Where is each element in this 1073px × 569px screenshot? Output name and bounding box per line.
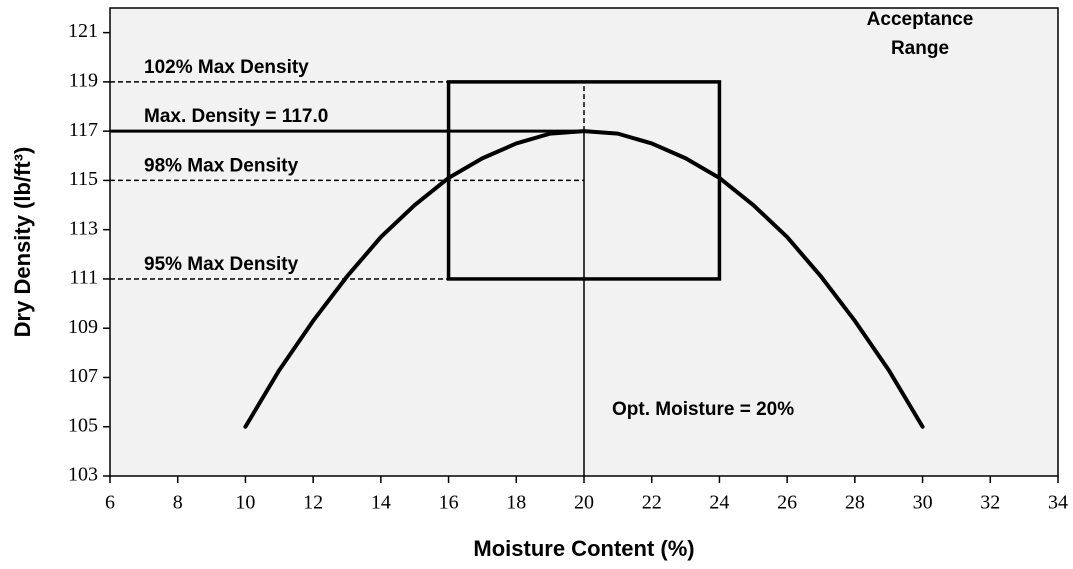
y-tick-label: 105	[68, 414, 98, 436]
x-tick-label: 30	[913, 492, 933, 514]
x-tick-label: 22	[642, 492, 662, 514]
x-tick-label: 24	[709, 492, 729, 514]
box-label: Acceptance	[867, 9, 974, 30]
x-tick-label: 18	[506, 492, 526, 514]
x-tick-label: 12	[303, 492, 323, 514]
curve	[243, 129, 925, 429]
reference-label: Max. Density = 117.0	[144, 106, 328, 127]
x-tick-label: 32	[980, 492, 1000, 514]
acceptance-box	[446, 80, 722, 281]
reference-label: 95% Max Density	[144, 254, 299, 275]
x-axis-label: Moisture Content (%)	[473, 536, 694, 561]
x-tick-label: 10	[235, 492, 255, 514]
y-tick-label: 107	[68, 365, 98, 387]
y-tick-label: 113	[69, 217, 98, 239]
x-tick-label: 28	[845, 492, 865, 514]
y-tick-label: 119	[69, 69, 98, 91]
y-tick-label: 117	[69, 119, 98, 141]
box-label: Range	[891, 38, 949, 59]
reference-label: 98% Max Density	[144, 155, 299, 176]
reference-label: 102% Max Density	[144, 57, 309, 78]
x-tick-label: 6	[105, 492, 115, 514]
y-tick-label: 115	[69, 168, 98, 190]
optimum-label: Opt. Moisture = 20%	[612, 399, 794, 420]
x-tick-label: 26	[777, 492, 797, 514]
y-tick-label: 103	[68, 464, 98, 486]
y-tick-label: 111	[69, 267, 98, 289]
x-tick-label: 8	[173, 492, 183, 514]
x-tick-label: 34	[1048, 492, 1068, 514]
y-tick-label: 109	[68, 316, 98, 338]
x-tick-label: 20	[574, 492, 594, 514]
y-tick-label: 121	[68, 20, 98, 42]
x-tick-label: 16	[439, 492, 459, 514]
y-axis-label: Dry Density (lb/ft³)	[10, 147, 35, 338]
x-tick-label: 14	[371, 492, 391, 514]
